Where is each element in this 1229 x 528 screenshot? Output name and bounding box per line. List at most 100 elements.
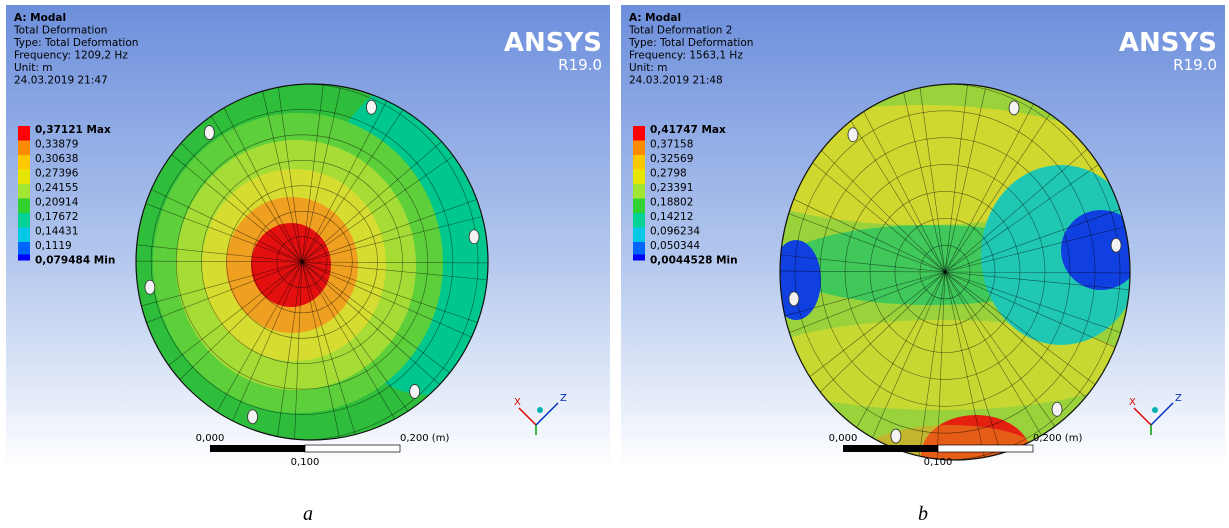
mesh-line [944,271,1086,460]
mesh-line [885,84,946,273]
axis-label: X [514,397,521,408]
mesh-line [175,134,429,390]
header-line: Type: Total Deformation [13,37,138,49]
axis-z [1150,402,1174,426]
axis-z [535,402,559,426]
mesh-line [301,261,488,376]
legend-label: 0,1119 [35,240,72,252]
legend-swatch [18,254,30,261]
mesh-line [301,84,421,263]
mesh-line [136,171,303,263]
mesh-line [944,271,1130,363]
mesh-line [780,271,946,337]
axis-x [1133,407,1152,426]
header-line: Unit: m [14,62,52,74]
scale-bar-white [304,444,401,453]
mesh-line [909,271,946,460]
mesh-line [301,197,488,263]
contour [780,240,821,320]
scale-label: 0,200 (m) [400,433,449,444]
legend-label: 0,0044528 Min [650,255,738,267]
legend-label: 0,2798 [650,168,687,180]
hole [366,99,377,115]
legend-swatch [633,169,645,184]
mesh-line [301,261,488,264]
mesh-line [909,84,946,273]
axis-label: Z [1175,393,1182,404]
legend-label: 0,050344 [650,240,700,252]
legend-label: 0,33879 [35,139,78,151]
caption: b [918,503,928,525]
hole [468,229,480,245]
mesh-line [844,164,1046,380]
mesh-line [780,270,946,273]
legend-label: 0,096234 [650,226,700,238]
legend-swatch [633,254,645,261]
mesh-line [780,84,1121,460]
legend-label: 0,37121 Max [35,124,111,136]
caption: a [303,503,313,525]
mesh-line [819,137,1071,407]
legend-swatch [633,227,645,242]
mesh-line [301,261,488,431]
header-line: Total Deformation 2 [628,25,732,37]
legend-label: 0,24155 [35,182,78,194]
legend-swatch [18,198,30,213]
mesh-line [301,261,488,353]
hole [203,125,215,140]
legend-label: 0,20914 [35,197,79,209]
mesh-line [136,261,303,350]
mesh-line [944,271,1130,441]
legend-label: 0,079484 Min [35,255,115,267]
model [780,84,1130,460]
mesh-line [933,271,946,460]
mesh-line [201,159,403,365]
legend-label: 0,14212 [650,211,693,223]
scale-label: 0,200 (m) [1033,433,1082,444]
hole [1110,237,1122,253]
mesh-line [944,271,1025,460]
mesh-line [824,84,946,273]
scale-label: 0,100 [291,457,320,468]
header-line: Unit: m [629,62,667,74]
mesh-line [290,261,303,440]
mesh-line [136,235,303,263]
version: R19.0 [1173,56,1217,74]
contour [861,425,1041,460]
mesh-line [301,84,334,263]
mesh-line [780,271,946,360]
mesh-line [944,207,1130,273]
hole [144,279,156,295]
mesh-line [301,174,488,263]
model [136,84,488,440]
mesh-line [301,261,358,440]
legend-swatch [633,140,645,155]
mesh-line [780,181,946,273]
mesh-line [301,261,463,440]
mesh-line [869,191,1021,353]
model-outline [135,83,489,441]
hole [1051,401,1063,417]
hole [247,409,258,425]
header-line: A: Modal [629,12,681,24]
legend-label: 0,30638 [35,153,78,165]
scale-label: 0,100 [924,457,953,468]
legend-label: 0,23391 [650,182,693,194]
legend-swatch [18,155,30,170]
scale-bar-black [843,445,938,452]
header-line: Frequency: 1209,2 Hz [14,50,128,62]
contour [1061,210,1130,290]
mesh-line [944,84,977,273]
mesh-line [203,261,303,440]
mesh-line [944,271,1130,386]
mesh-line [150,109,454,415]
scale-bar-black [210,445,305,452]
header-line: 24.03.2019 21:47 [14,75,108,87]
mesh-line [136,93,303,263]
mesh-line [780,245,946,273]
mesh-line [944,271,1130,299]
mesh-line [136,148,303,263]
